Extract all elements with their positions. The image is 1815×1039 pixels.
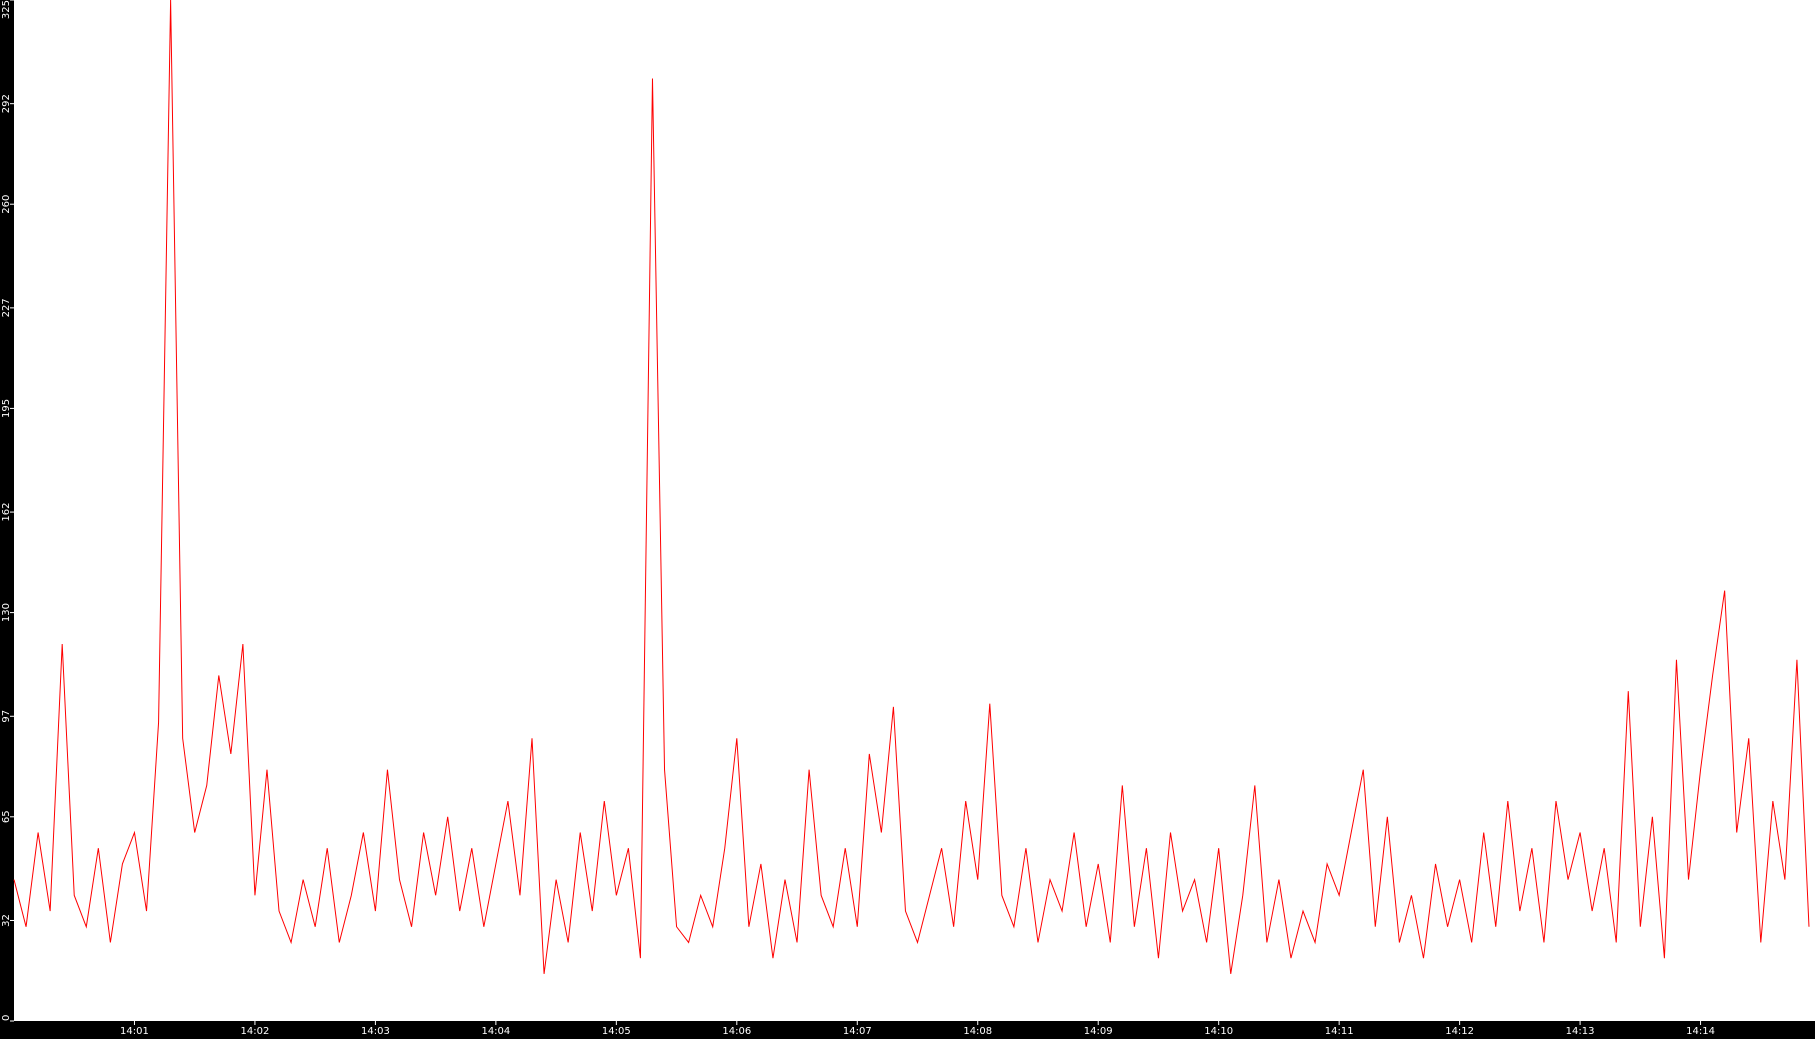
x-tick-label: 14:02: [241, 1026, 270, 1037]
y-tick-label: 32: [1, 914, 12, 927]
x-tick-label: 14:01: [120, 1026, 149, 1037]
x-tick-label: 14:10: [1204, 1026, 1233, 1037]
y-tick-label: 0: [1, 1015, 12, 1021]
line-series: [13, 0, 1810, 974]
y-tick-label: 130: [1, 603, 12, 622]
x-tick-label: 14:08: [963, 1026, 992, 1037]
x-tick-label: 14:14: [1686, 1026, 1715, 1037]
y-tick-label: 325: [1, 0, 12, 19]
y-tick-label: 227: [1, 298, 12, 317]
y-tick-label: 162: [1, 503, 12, 522]
x-axis-strip: [0, 1021, 1815, 1039]
y-tick-label: 97: [1, 710, 12, 723]
x-tick-label: 14:04: [481, 1026, 510, 1037]
x-tick-label: 14:09: [1084, 1026, 1113, 1037]
x-tick-label: 14:13: [1566, 1026, 1595, 1037]
x-tick-label: 14:06: [722, 1026, 751, 1037]
y-axis-strip: [0, 0, 14, 1039]
y-tick-label: 292: [1, 94, 12, 113]
x-tick-label: 14:12: [1445, 1026, 1474, 1037]
x-tick-label: 14:11: [1325, 1026, 1354, 1037]
x-tick-label: 14:05: [602, 1026, 631, 1037]
x-tick-label: 14:03: [361, 1026, 390, 1037]
x-tick-label: 14:07: [843, 1026, 872, 1037]
y-tick-label: 260: [1, 195, 12, 214]
y-tick-label: 65: [1, 810, 12, 823]
y-tick-label: 195: [1, 399, 12, 418]
